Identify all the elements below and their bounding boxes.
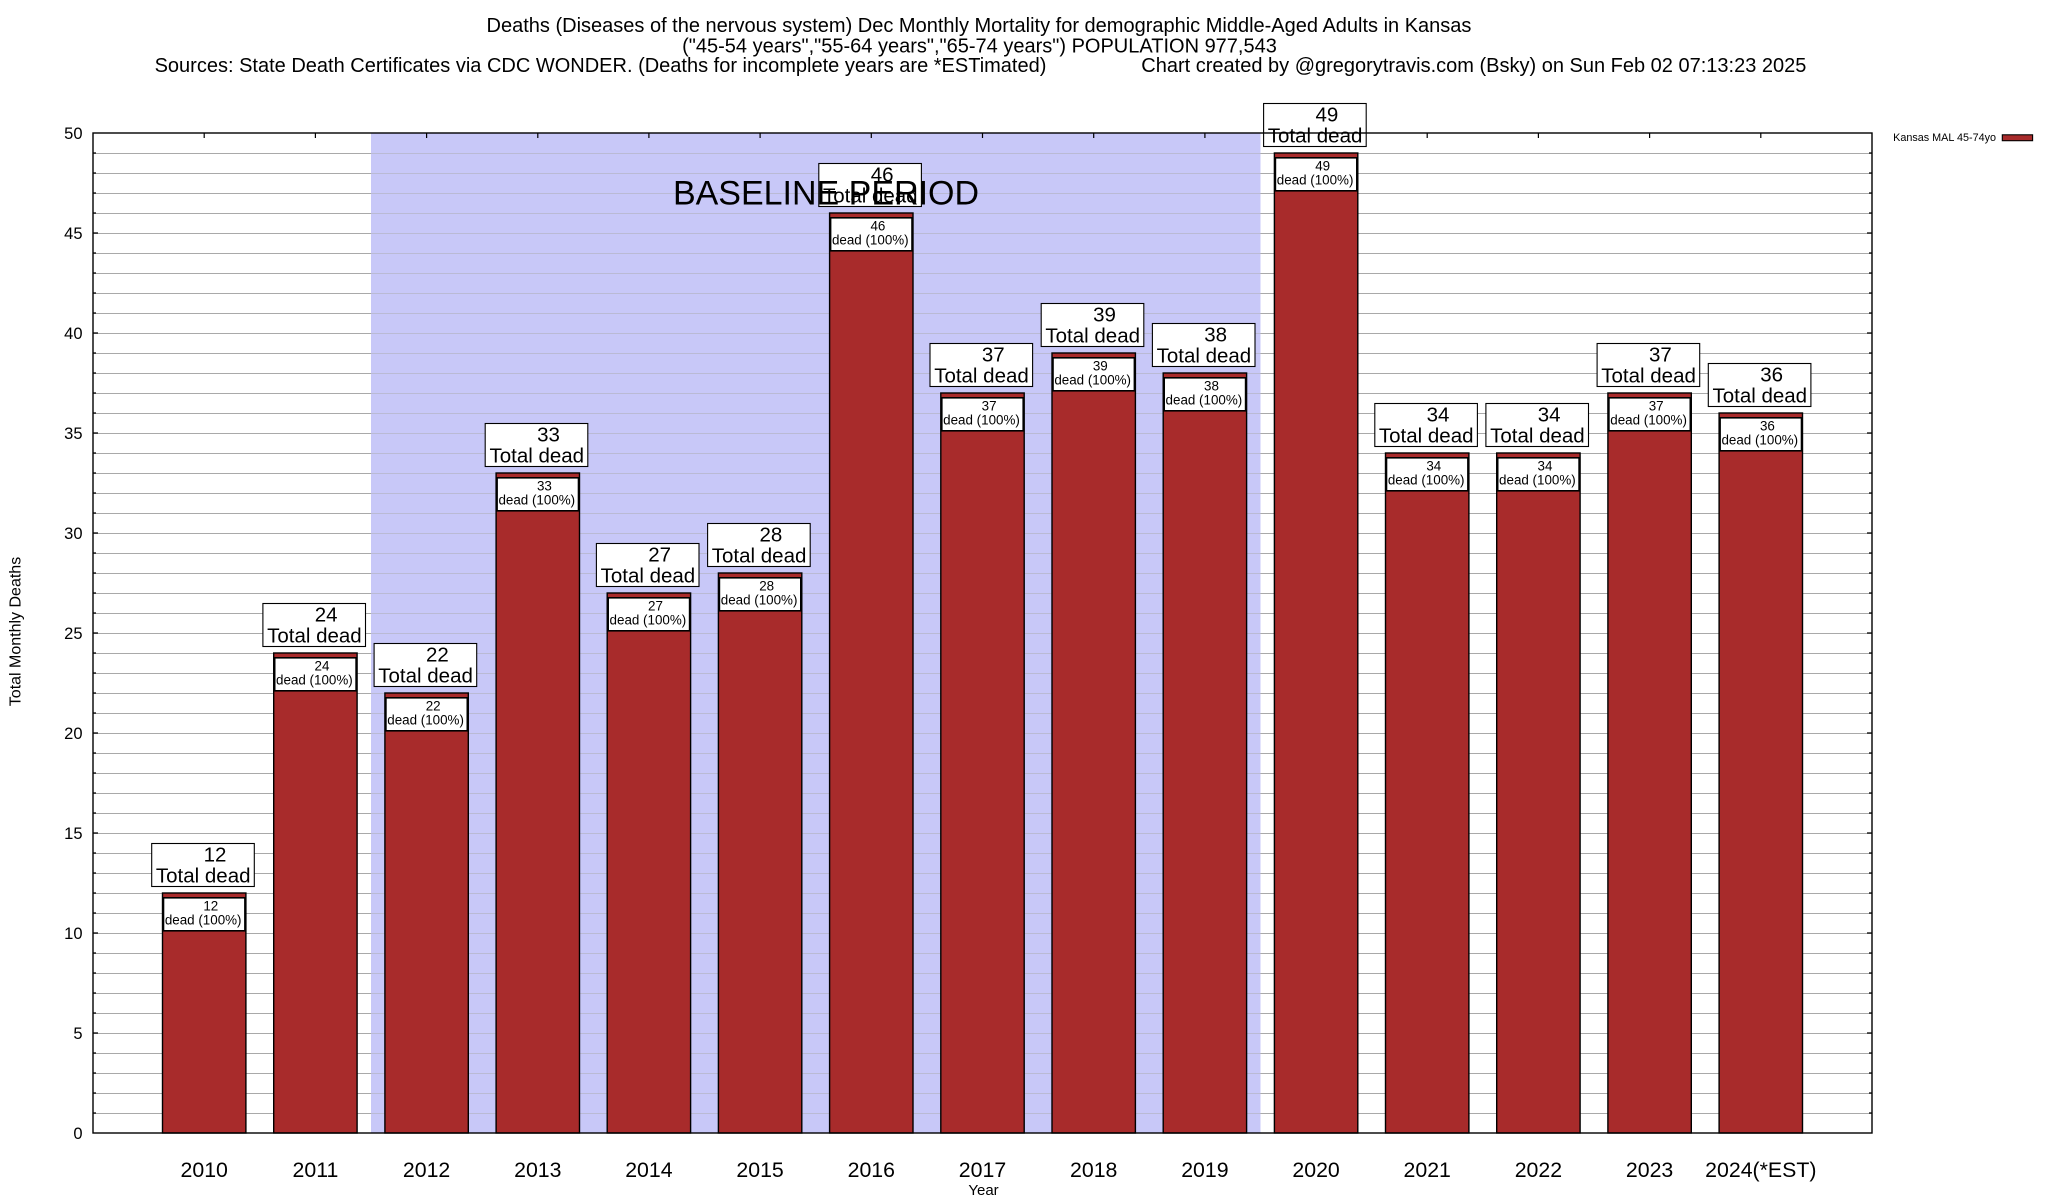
svg-text:33: 33	[537, 479, 552, 494]
svg-text:38: 38	[1204, 324, 1227, 347]
svg-text:22: 22	[426, 644, 449, 667]
svg-text:Total dead: Total dead	[712, 544, 807, 567]
svg-text:33: 33	[537, 424, 560, 447]
svg-text:39: 39	[1093, 359, 1108, 374]
svg-text:0: 0	[73, 1125, 82, 1143]
svg-text:dead (100%): dead (100%)	[610, 612, 687, 627]
svg-text:2020: 2020	[1292, 1158, 1340, 1182]
svg-text:10: 10	[64, 925, 82, 943]
svg-text:2011: 2011	[293, 1158, 339, 1182]
svg-text:34: 34	[1426, 459, 1441, 474]
svg-text:2012: 2012	[403, 1158, 450, 1182]
svg-text:Total dead: Total dead	[823, 184, 918, 207]
svg-text:2017: 2017	[959, 1158, 1006, 1182]
svg-text:Total dead: Total dead	[1712, 384, 1807, 407]
svg-text:37: 37	[982, 344, 1005, 367]
svg-text:12: 12	[204, 844, 227, 867]
svg-text:38: 38	[1204, 379, 1219, 394]
svg-text:34: 34	[1538, 404, 1561, 427]
svg-text:dead (100%): dead (100%)	[832, 232, 909, 247]
svg-text:dead (100%): dead (100%)	[1388, 472, 1465, 487]
svg-text:Total dead: Total dead	[1157, 344, 1252, 367]
svg-text:12: 12	[203, 899, 218, 914]
svg-text:Total dead: Total dead	[378, 664, 473, 687]
svg-text:39: 39	[1093, 304, 1116, 327]
svg-text:Total dead: Total dead	[1601, 364, 1696, 387]
svg-text:BASELINE PERIOD: BASELINE PERIOD	[673, 175, 979, 213]
svg-text:dead (100%): dead (100%)	[165, 912, 242, 927]
svg-text:37: 37	[1649, 399, 1664, 414]
svg-text:Year: Year	[968, 1182, 998, 1199]
svg-text:37: 37	[1649, 344, 1672, 367]
svg-text:Sources: State Death Certifica: Sources: State Death Certificates via CD…	[155, 55, 1047, 77]
svg-text:49: 49	[1315, 104, 1338, 127]
svg-text:Chart created by @gregorytravi: Chart created by @gregorytravis.com (Bsk…	[1141, 55, 1806, 77]
svg-text:49: 49	[1315, 159, 1330, 174]
svg-text:46: 46	[871, 164, 894, 187]
svg-text:Total dead: Total dead	[1045, 324, 1140, 347]
svg-text:Total dead: Total dead	[156, 864, 251, 887]
svg-text:34: 34	[1538, 459, 1553, 474]
svg-text:34: 34	[1427, 404, 1450, 427]
svg-text:Total Monthly Deaths: Total Monthly Deaths	[8, 557, 25, 706]
svg-text:dead (100%): dead (100%)	[1166, 392, 1243, 407]
svg-text:5: 5	[73, 1025, 82, 1043]
svg-text:dead (100%): dead (100%)	[721, 592, 798, 607]
svg-text:Total dead: Total dead	[267, 624, 362, 647]
svg-text:2014: 2014	[625, 1158, 673, 1182]
svg-text:2023: 2023	[1626, 1158, 1673, 1182]
svg-text:dead (100%): dead (100%)	[387, 712, 464, 727]
svg-text:dead (100%): dead (100%)	[1721, 432, 1798, 447]
svg-text:40: 40	[64, 325, 82, 343]
svg-text:35: 35	[64, 425, 82, 443]
svg-text:dead (100%): dead (100%)	[1610, 412, 1687, 427]
svg-text:15: 15	[64, 825, 82, 843]
svg-text:2019: 2019	[1181, 1158, 1228, 1182]
svg-text:Total dead: Total dead	[489, 444, 584, 467]
svg-text:dead (100%): dead (100%)	[1499, 472, 1576, 487]
svg-text:24: 24	[315, 659, 330, 674]
svg-text:2015: 2015	[736, 1158, 783, 1182]
svg-text:22: 22	[426, 699, 441, 714]
svg-text:dead (100%): dead (100%)	[276, 672, 353, 687]
svg-text:36: 36	[1760, 364, 1783, 387]
svg-text:24: 24	[315, 604, 338, 627]
svg-text:2010: 2010	[181, 1158, 229, 1182]
svg-text:Deaths (Diseases of the nervou: Deaths (Diseases of the nervous system) …	[487, 15, 1472, 37]
svg-text:dead (100%): dead (100%)	[498, 492, 575, 507]
svg-text:dead (100%): dead (100%)	[1277, 172, 1354, 187]
svg-text:dead (100%): dead (100%)	[943, 412, 1020, 427]
svg-text:37: 37	[982, 399, 997, 414]
svg-text:Total dead: Total dead	[1268, 124, 1363, 147]
svg-text:28: 28	[759, 579, 774, 594]
svg-text:Total dead: Total dead	[601, 564, 696, 587]
svg-text:20: 20	[64, 725, 82, 743]
svg-text:dead (100%): dead (100%)	[1054, 372, 1131, 387]
svg-text:30: 30	[64, 525, 82, 543]
svg-text:Kansas MAL 45-74yo: Kansas MAL 45-74yo	[1893, 132, 1996, 144]
svg-text:27: 27	[648, 599, 663, 614]
svg-text:Total dead: Total dead	[934, 364, 1029, 387]
svg-text:Total dead: Total dead	[1490, 424, 1585, 447]
svg-text:45: 45	[64, 225, 82, 243]
svg-text:2021: 2021	[1404, 1158, 1451, 1182]
svg-text:28: 28	[759, 524, 782, 547]
svg-text:2022: 2022	[1515, 1158, 1562, 1182]
svg-text:("45-54 years","55-64 years",": ("45-54 years","55-64 years","65-74 year…	[682, 36, 1277, 58]
svg-text:2013: 2013	[514, 1158, 561, 1182]
svg-text:50: 50	[64, 125, 82, 143]
svg-text:2018: 2018	[1070, 1158, 1117, 1182]
svg-text:36: 36	[1760, 419, 1775, 434]
svg-text:46: 46	[870, 219, 885, 234]
svg-text:25: 25	[64, 625, 82, 643]
svg-text:27: 27	[648, 544, 671, 567]
svg-text:Total dead: Total dead	[1379, 424, 1474, 447]
svg-text:2024(*EST): 2024(*EST)	[1705, 1158, 1816, 1182]
svg-text:2016: 2016	[848, 1158, 895, 1182]
